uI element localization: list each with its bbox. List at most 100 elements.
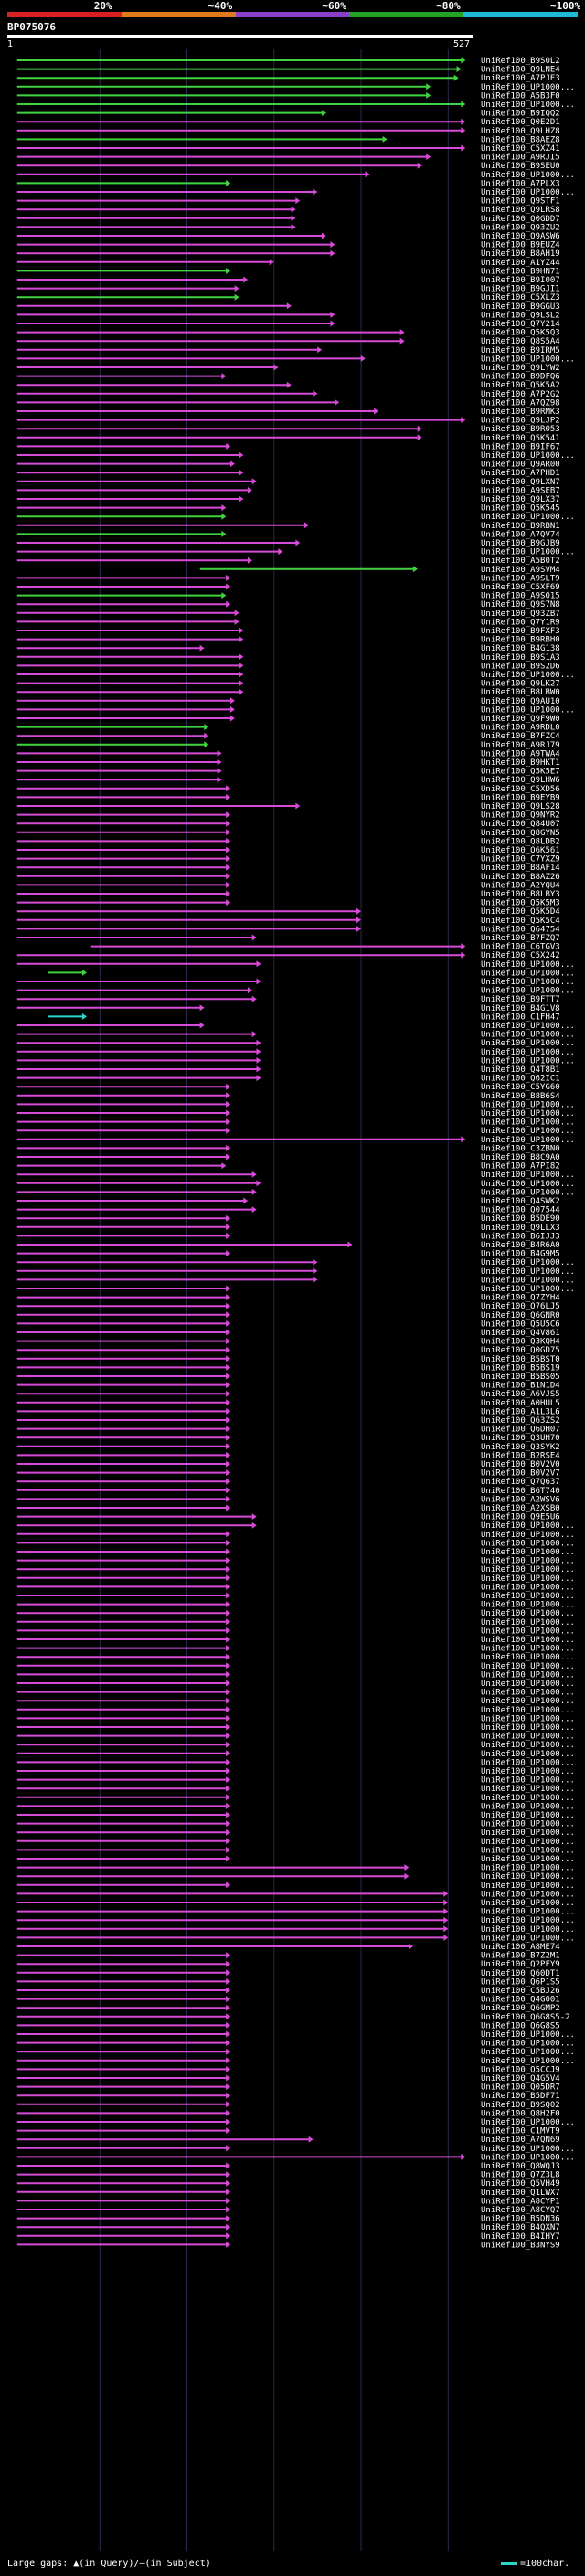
hit-row: UniRef100_UP1000...	[16, 1636, 575, 1645]
hit-row: UniRef100_B4G138	[16, 644, 560, 653]
hit-row: UniRef100_UP1000...	[16, 1697, 575, 1706]
hit-label: UniRef100_B9HKT1	[481, 758, 560, 768]
hit-arrow	[226, 1565, 231, 1573]
hit-row: UniRef100_B8AZ26	[16, 873, 560, 882]
hit-label: UniRef100_A7PJE3	[481, 74, 560, 83]
hit-label: UniRef100_A7P2G2	[481, 390, 560, 399]
hit-label: UniRef100_Q9LS28	[481, 802, 560, 811]
hit-arrow	[330, 311, 335, 318]
hit-row: UniRef100_UP1000...	[16, 1872, 575, 1882]
hit-arrow	[221, 513, 227, 520]
hit-row: UniRef100_A9S015	[16, 592, 560, 601]
hit-label: UniRef100_Q9LNE4	[481, 66, 560, 75]
identity-scale-bar	[7, 12, 578, 17]
hit-label: UniRef100_Q4G5V4	[481, 2074, 560, 2083]
hit-arrow	[226, 1302, 231, 1309]
hit-row: UniRef100_A7PJE3	[16, 74, 560, 83]
hit-arrow	[226, 1670, 231, 1678]
hit-label: UniRef100_Q9LX37	[481, 495, 560, 504]
hit-label: UniRef100_B9GGU3	[481, 302, 560, 312]
hit-label: UniRef100_UP1000...	[481, 1776, 575, 1786]
hit-label: UniRef100_UP1000...	[481, 1548, 575, 1557]
hit-row: UniRef100_UP1000...	[16, 2153, 575, 2162]
hit-label: UniRef100_UP1000...	[481, 1056, 575, 1065]
hit-label: UniRef100_Q9NYR2	[481, 811, 560, 821]
hit-row: UniRef100_Q64754	[16, 925, 560, 934]
hit-row: UniRef100_B8LBW0	[16, 688, 560, 697]
hit-row: UniRef100_B5BST0	[16, 1355, 560, 1364]
hit-label: UniRef100_UP1000...	[481, 1802, 575, 1811]
hit-label: UniRef100_Q9ASW6	[481, 232, 560, 241]
hit-row: UniRef100_B9S2D6	[16, 662, 560, 671]
hit-row: UniRef100_B7FZQ7	[16, 934, 560, 943]
hit-arrow	[226, 2057, 231, 2064]
hit-label: UniRef100_Q9LLX3	[481, 1224, 560, 1233]
hit-label: UniRef100_UP1000...	[481, 1723, 575, 1733]
hit-arrow	[226, 864, 231, 871]
hit-arrow	[251, 934, 257, 941]
hit-row: UniRef100_B6IJJ3	[16, 1232, 560, 1241]
hit-label: UniRef100_A7QN69	[481, 2136, 560, 2145]
hit-arrow	[226, 1750, 231, 1757]
hit-arrow	[226, 1548, 231, 1555]
hit-arrow	[335, 398, 340, 406]
hit-arrow	[382, 135, 388, 143]
hit-row: UniRef100_UP1000...	[16, 1627, 575, 1636]
hit-arrow	[226, 1294, 231, 1301]
hit-label: UniRef100_UP1000...	[481, 1039, 575, 1048]
hit-arrow	[226, 1882, 231, 1889]
hit-row: UniRef100_B9HKT1	[16, 758, 560, 768]
hit-label: UniRef100_UP1000...	[481, 1636, 575, 1645]
hit-label: UniRef100_Q9E5U6	[481, 1513, 560, 1522]
hit-label: UniRef100_Q5CCJ9	[481, 2065, 560, 2074]
hit-arrow	[226, 2092, 231, 2099]
hit-row: UniRef100_UP1000...	[16, 1109, 575, 1118]
hit-arrow	[239, 653, 244, 661]
hit-row: UniRef100_UP1000...	[16, 960, 575, 970]
hit-arrow	[226, 1838, 231, 1845]
hit-row: UniRef100_UP1000...	[16, 83, 575, 92]
hit-label: UniRef100_B9DFQ6	[481, 373, 560, 382]
hit-arrow	[226, 2189, 231, 2196]
hit-label: UniRef100_Q8LDB2	[481, 837, 560, 846]
hit-arrow	[291, 206, 296, 213]
hit-label: UniRef100_B7FZQ7	[481, 934, 560, 943]
hit-row: UniRef100_Q8H2F0	[16, 2109, 560, 2118]
hit-arrow	[461, 101, 466, 108]
hit-arrow	[291, 223, 296, 230]
hit-arrow	[226, 899, 231, 906]
hit-arrow	[256, 1065, 261, 1073]
hit-row: UniRef100_Q7Z3L8	[16, 2171, 560, 2180]
hit-row: UniRef100_B5DE90	[16, 1214, 560, 1224]
hit-row: UniRef100_B9DFQ6	[16, 373, 560, 382]
hit-row: UniRef100_Q6P1S5	[16, 1977, 560, 1987]
hit-label: UniRef100_B9GJB9	[481, 539, 560, 548]
hit-arrow	[443, 1916, 449, 1924]
hit-arrow	[313, 390, 318, 398]
hit-arrow	[226, 1100, 231, 1108]
hit-row: UniRef100_UP1000...	[16, 2048, 575, 2057]
hit-label: UniRef100_UP1000...	[481, 1171, 575, 1180]
hit-arrow	[226, 1346, 231, 1353]
hit-arrow	[221, 592, 227, 599]
hit-row: UniRef100_UP1000...	[16, 1882, 575, 1891]
hit-arrow	[226, 442, 231, 450]
hit-label: UniRef100_B9S1A3	[481, 653, 560, 663]
hit-label: UniRef100_Q4V861	[481, 1329, 560, 1338]
hit-label: UniRef100_A9RJ79	[481, 741, 560, 750]
hit-label: UniRef100_Q64754	[481, 925, 560, 934]
hit-label: UniRef100_B5BS19	[481, 1363, 560, 1373]
hit-arrow	[461, 1136, 466, 1143]
hit-arrow	[226, 1627, 231, 1634]
hit-arrow	[226, 1285, 231, 1292]
hit-arrow	[226, 1504, 231, 1511]
hit-row: UniRef100_Q6DH07	[16, 1426, 560, 1435]
hit-arrow	[226, 1714, 231, 1722]
hit-label: UniRef100_Q4SWK2	[481, 1197, 560, 1206]
hit-label: UniRef100_B9HN71	[481, 267, 560, 276]
hit-arrow	[226, 1451, 231, 1458]
hit-arrow	[226, 1960, 231, 1967]
hit-arrow	[443, 1925, 449, 1933]
hit-arrow	[226, 2127, 231, 2135]
hit-arrow	[226, 1697, 231, 1704]
